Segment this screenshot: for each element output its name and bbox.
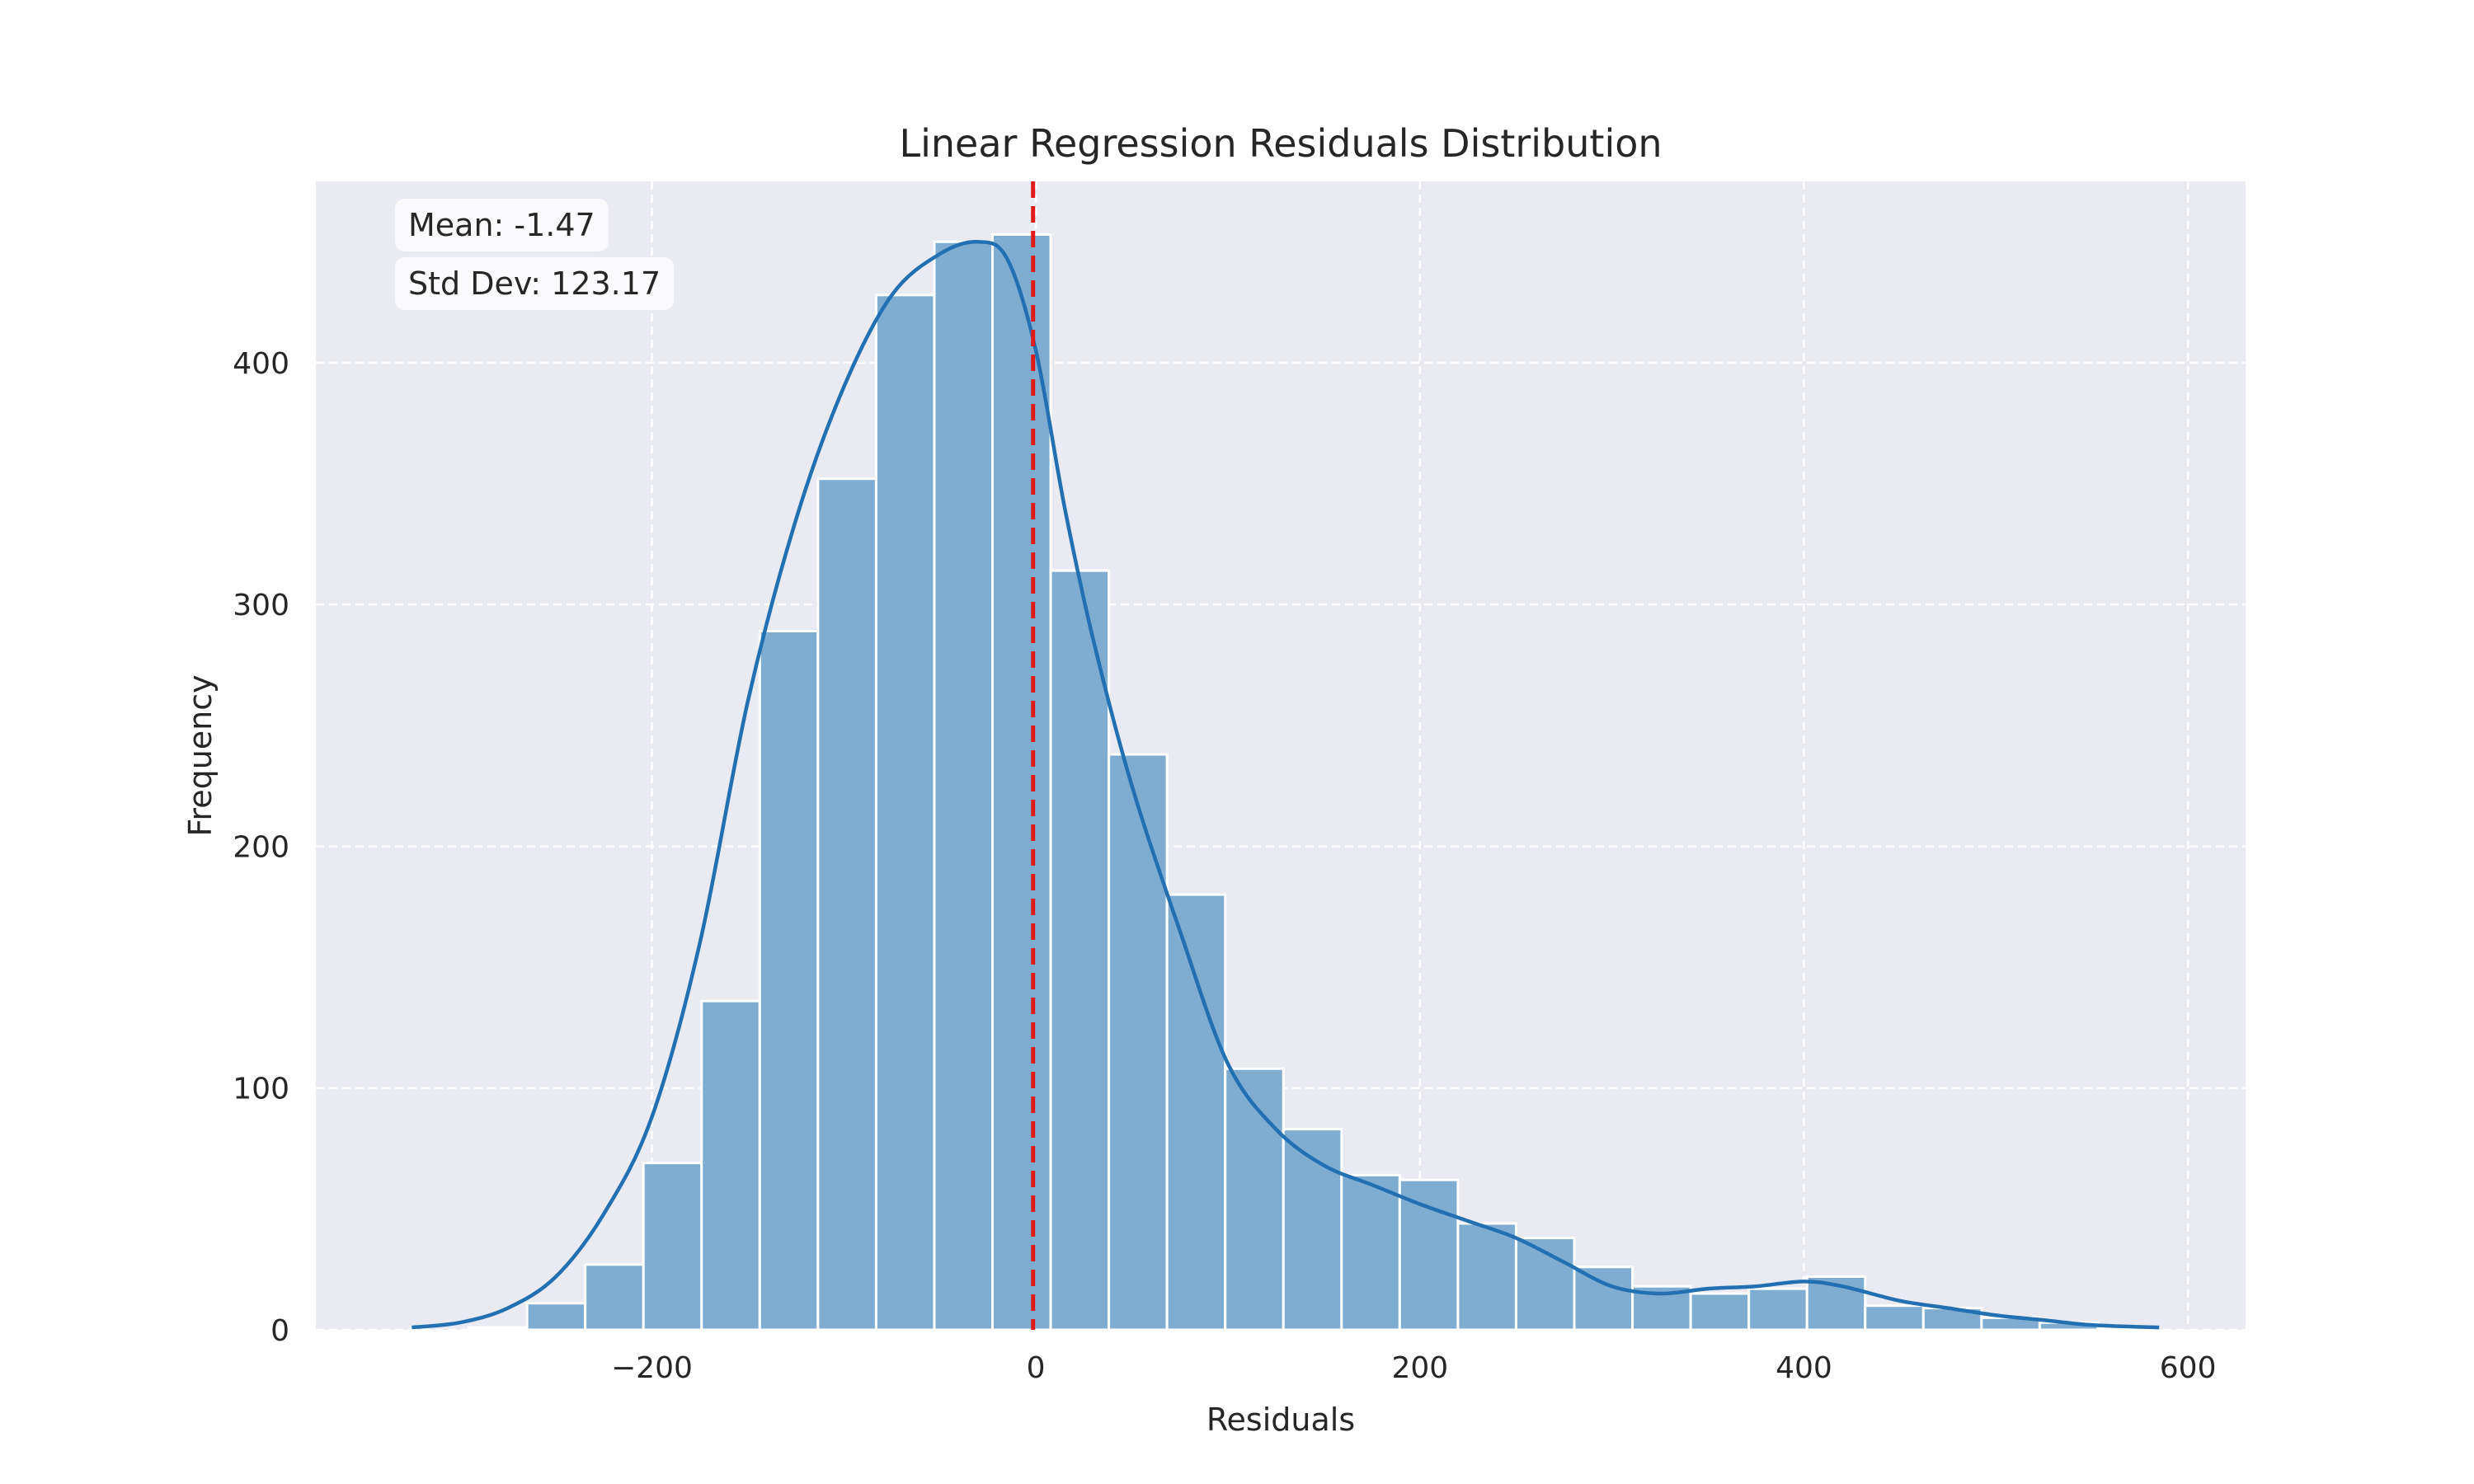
histogram-bars [468,233,2157,1331]
y-tick-label: 300 [233,589,289,622]
stats-box-mean: Mean: -1.47 [395,199,609,251]
histogram-bar [525,1302,587,1331]
histogram-bar [1398,1178,1460,1331]
y-axis-title: Frequency [182,674,219,836]
chart-title: Linear Regression Residuals Distribution [899,121,1662,166]
histogram-bar [874,294,936,1331]
histogram-bar [468,1326,529,1331]
histogram-bar [1108,753,1169,1331]
histogram-bar [1573,1266,1634,1331]
histogram-bar [1456,1222,1517,1331]
y-tick-label: 0 [270,1314,289,1348]
histogram-bar [933,240,995,1331]
histogram-bar [642,1162,703,1331]
histogram-bar [700,999,761,1331]
std-box [395,257,675,310]
histogram-bar [1165,893,1227,1331]
histogram-bar [1514,1237,1576,1331]
x-tick-label: 200 [1391,1351,1448,1385]
y-tick-label: 100 [233,1073,289,1106]
y-axis-ticks: 0 100 200 300 400 [233,347,289,1348]
histogram-bar [1282,1128,1343,1331]
x-axis-ticks: −200 0 200 400 600 [611,1351,2216,1385]
x-tick-label: 600 [2160,1351,2217,1385]
mean-stat-label: Mean: -1.47 [408,207,595,243]
histogram-bar [816,477,877,1331]
histogram-bar [758,629,820,1331]
x-tick-label: −200 [611,1351,693,1385]
histogram-bar [991,233,1052,1331]
mean-box [395,199,609,251]
std-stat-label: Std Dev: 123.17 [408,265,661,302]
histogram-bar [1864,1304,1925,1331]
stats-box-std: Std Dev: 123.17 [395,257,675,310]
y-tick-label: 200 [233,830,289,864]
histogram-bar [1689,1292,1751,1331]
kde-curve [412,239,2160,1330]
y-tick-label: 400 [233,347,289,381]
x-axis-title: Residuals [1206,1402,1355,1438]
histogram-bar [1747,1287,1808,1331]
x-tick-label: 0 [1027,1351,1046,1385]
histogram-bar [584,1263,645,1331]
x-tick-label: 400 [1776,1351,1832,1385]
histogram-bar [1049,569,1111,1331]
histogram-bar [1224,1067,1285,1331]
histogram-bar [1340,1173,1401,1331]
